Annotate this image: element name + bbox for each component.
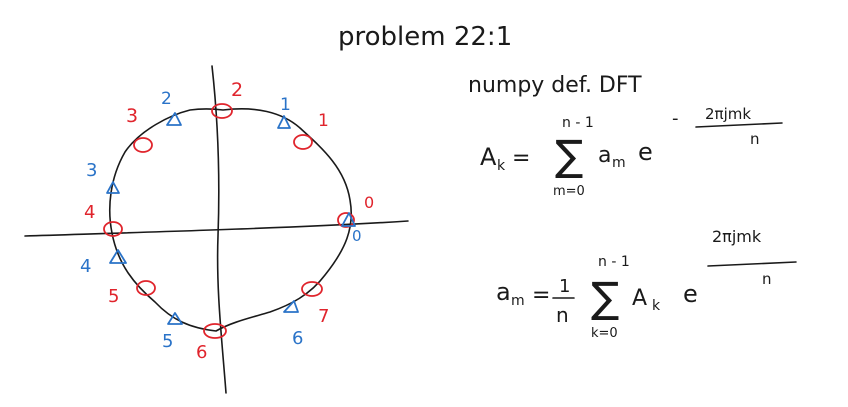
- inverse-exponent-bar: [707, 261, 797, 267]
- inverse-exponent-den: n: [762, 270, 772, 288]
- subtitle: numpy def. DFT: [468, 73, 642, 98]
- red-point-5: [136, 280, 156, 296]
- blue-label-3: 3: [86, 160, 97, 181]
- red-point-0: [337, 212, 355, 228]
- inverse-lhs-sub: m: [511, 293, 525, 309]
- forward-sum-top: n - 1: [562, 115, 594, 131]
- blue-label-4: 4: [80, 256, 91, 277]
- inverse-sum-symbol: ∑: [591, 273, 619, 322]
- red-point-1: [293, 134, 313, 150]
- blue-triangle-4: [109, 249, 127, 264]
- blue-triangle-1: [277, 115, 291, 129]
- forward-lhs-sub: k: [497, 158, 506, 174]
- inverse-exponent-num: 2πjmk: [712, 227, 762, 246]
- inverse-dft-formula: a m = 1 n n - 1 ∑ k=0 A k e 2πjmk n: [496, 227, 797, 341]
- blue-label-2: 2: [161, 89, 172, 109]
- blue-triangle-5: [167, 312, 183, 325]
- forward-exponent-bar: [695, 122, 783, 128]
- title: problem 22:1: [338, 22, 512, 52]
- red-point-4: [103, 221, 123, 237]
- vertical-axis: [211, 65, 227, 394]
- inverse-sum-top: n - 1: [598, 254, 630, 270]
- inverse-sum-bottom: k=0: [591, 326, 618, 341]
- forward-base: e: [638, 138, 653, 166]
- horizontal-axis: [24, 220, 409, 237]
- blue-label-1: 1: [280, 95, 291, 115]
- red-label-5: 5: [108, 286, 119, 307]
- red-label-1: 1: [318, 111, 329, 131]
- blue-label-6: 6: [292, 328, 303, 349]
- blue-label-5: 5: [162, 331, 173, 352]
- inverse-lhs: a: [496, 278, 511, 306]
- red-label-2: 2: [231, 79, 243, 101]
- inverse-term-sub: k: [652, 298, 661, 314]
- red-point-7: [301, 281, 323, 297]
- red-point-3: [133, 137, 153, 153]
- forward-term-sub: m: [612, 155, 626, 171]
- forward-dft-formula: A k = n - 1 ∑ m=0 a m e - 2πjmk n: [480, 105, 783, 199]
- red-label-3: 3: [126, 105, 138, 127]
- red-label-6: 6: [196, 342, 207, 363]
- forward-lhs: A: [480, 143, 497, 171]
- forward-sum-symbol: ∑: [555, 131, 583, 180]
- inverse-equals: =: [532, 283, 550, 308]
- red-point-2: [211, 103, 233, 119]
- blue-triangle-0: [341, 212, 356, 227]
- red-label-7: 7: [318, 306, 329, 327]
- forward-sum-bottom: m=0: [553, 184, 585, 199]
- forward-equals: =: [512, 146, 530, 171]
- red-label-4: 4: [84, 202, 95, 223]
- inverse-base: e: [683, 280, 698, 308]
- red-point-6: [203, 323, 227, 339]
- inverse-frac-num: 1: [559, 276, 570, 297]
- blue-triangle-3: [106, 181, 120, 194]
- inverse-frac-den: n: [556, 303, 569, 327]
- forward-exponent-sign: -: [672, 108, 679, 129]
- forward-term: a: [598, 143, 611, 168]
- blue-triangle-6: [283, 300, 299, 313]
- inverse-term: A: [632, 286, 647, 311]
- forward-exponent-num: 2πjmk: [705, 105, 751, 123]
- unit-circle: [108, 108, 353, 332]
- blue-triangle-2: [166, 112, 182, 126]
- forward-exponent-den: n: [750, 130, 760, 148]
- blue-label-0: 0: [352, 227, 362, 245]
- red-label-0: 0: [364, 193, 374, 212]
